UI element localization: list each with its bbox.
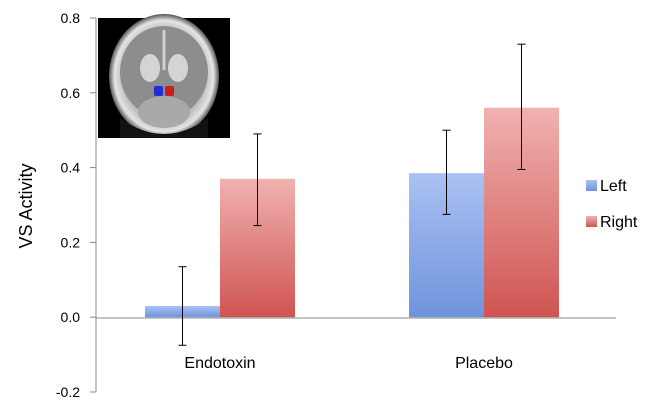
y-tick-label: 0.8: [61, 10, 81, 26]
category-label: Placebo: [455, 355, 513, 372]
y-axis-label: VS Activity: [16, 163, 36, 248]
right-roi-marker: [165, 86, 174, 96]
y-tick-label: 0.4: [61, 160, 81, 176]
y-tick-label: 0.6: [61, 85, 81, 101]
y-tick-label: -0.2: [56, 384, 80, 400]
legend-swatch-right: [586, 216, 597, 227]
legend-swatch-left: [586, 180, 597, 191]
legend-label-right: Right: [600, 214, 638, 231]
y-tick-label: 0.2: [61, 234, 81, 250]
legend-label-left: Left: [600, 178, 627, 195]
category-label: Endotoxin: [184, 355, 255, 372]
brain-scan-inset: [98, 14, 230, 138]
left-roi-marker: [154, 86, 163, 96]
y-tick-label: 0.0: [61, 309, 81, 325]
